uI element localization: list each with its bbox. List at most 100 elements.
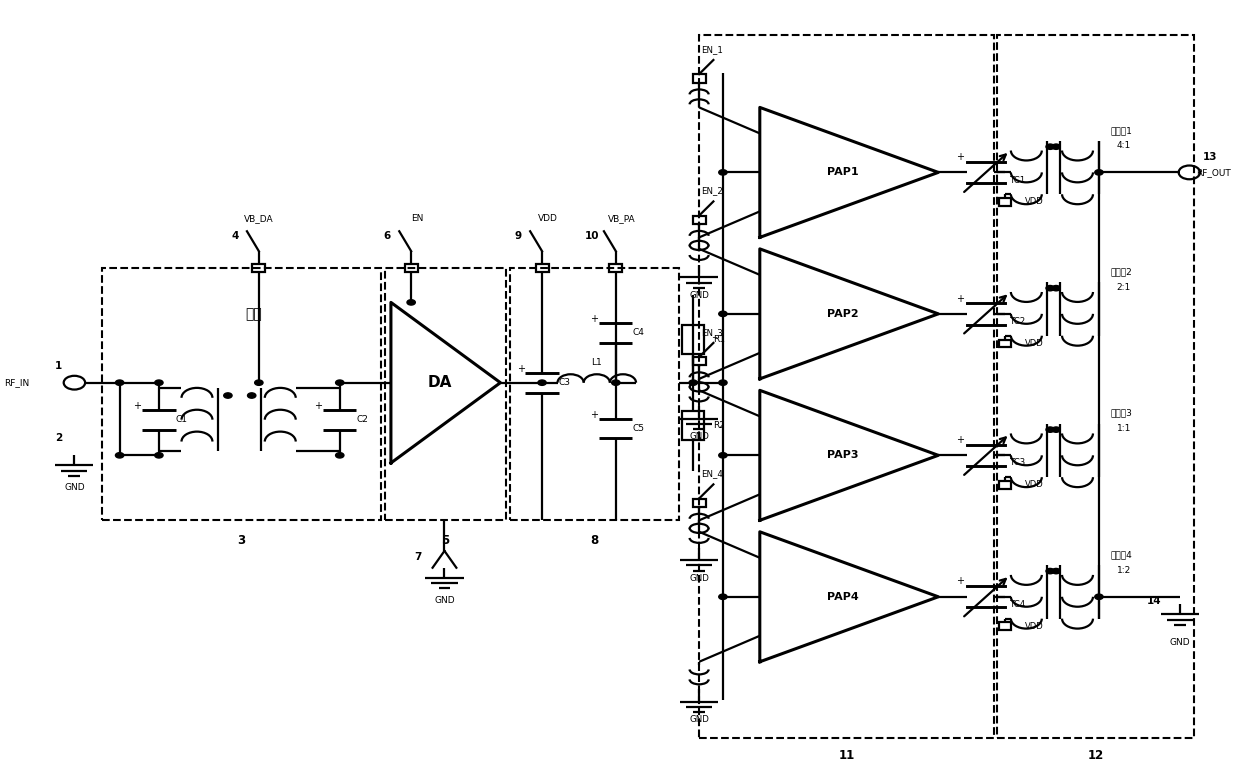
Bar [102,268,382,520]
Bar [682,411,704,440]
Circle shape [1047,568,1054,574]
Text: GND: GND [1169,638,1190,647]
Bar [536,264,548,272]
Text: 2:1: 2:1 [1117,283,1131,291]
Text: VDD: VDD [1025,480,1044,489]
Circle shape [538,380,546,386]
Text: 13: 13 [1203,152,1216,162]
Text: 7: 7 [414,552,422,562]
Text: +: + [314,401,322,411]
Circle shape [223,393,232,398]
Text: VDD: VDD [538,214,558,223]
Text: EN_2: EN_2 [702,186,723,196]
Circle shape [336,453,343,458]
Text: +: + [590,314,599,324]
Text: +: + [956,435,963,445]
Text: VDD: VDD [1025,621,1044,631]
Text: 6: 6 [383,231,391,241]
Circle shape [719,453,727,458]
Text: +: + [517,364,525,374]
Text: 4:1: 4:1 [1117,141,1131,150]
Bar [384,268,506,520]
Bar [999,481,1011,489]
Text: +: + [134,401,141,411]
Text: 10: 10 [585,231,599,241]
Bar [693,357,706,366]
Circle shape [1095,170,1104,175]
Circle shape [1052,427,1060,432]
Circle shape [254,380,263,386]
Text: 14: 14 [1146,596,1161,605]
Text: +: + [956,152,963,162]
Bar [404,264,418,272]
Text: TC3: TC3 [1009,458,1025,468]
Text: 变压剶3: 变压剶3 [1111,409,1132,417]
Text: 3: 3 [238,534,246,547]
Text: 5: 5 [441,534,450,547]
Text: 变压剶1: 变压剶1 [1111,126,1132,135]
Text: L1: L1 [591,359,603,367]
Text: TC4: TC4 [1009,600,1025,609]
Text: 巴伦: 巴伦 [246,307,262,321]
Circle shape [719,594,727,599]
Bar [693,499,706,507]
Bar [999,622,1011,630]
Text: TC2: TC2 [1009,317,1025,326]
Circle shape [115,380,124,386]
Circle shape [407,300,415,305]
Circle shape [1047,144,1054,149]
Bar [999,339,1011,347]
Bar [693,216,706,224]
Bar [510,268,678,520]
Text: PAP1: PAP1 [827,168,859,177]
Text: 变压剶4: 变压剶4 [1111,550,1132,559]
Text: GND: GND [689,574,709,583]
Circle shape [115,453,124,458]
Text: VDD: VDD [1025,339,1044,348]
Text: GND: GND [689,432,709,441]
Circle shape [336,380,343,386]
Bar [999,198,1011,206]
Bar [252,264,265,272]
Bar [699,35,994,738]
Text: EN_3: EN_3 [702,328,723,337]
Text: GND: GND [689,291,709,300]
Text: C4: C4 [632,329,645,338]
Text: 11: 11 [838,748,854,761]
Text: EN: EN [410,214,423,223]
Circle shape [155,380,162,386]
Text: GND: GND [689,715,709,724]
Text: 变压剶2: 变压剶2 [1111,267,1132,276]
Text: C5: C5 [632,424,645,433]
Text: 1:1: 1:1 [1117,424,1131,433]
Text: +: + [956,577,963,587]
Circle shape [1052,285,1060,291]
Bar [682,325,704,354]
Circle shape [1052,144,1060,149]
Text: PAP3: PAP3 [827,451,859,460]
Text: +: + [590,410,599,420]
Text: 9: 9 [515,231,522,241]
Text: R1: R1 [713,335,725,344]
Text: DA: DA [428,375,451,390]
Text: 4: 4 [232,231,239,241]
Circle shape [1052,568,1060,574]
Text: EN_1: EN_1 [702,45,723,54]
Text: VDD: VDD [1025,197,1044,206]
Text: C3: C3 [559,378,570,387]
Circle shape [1095,594,1104,599]
Bar [693,74,706,83]
Text: GND: GND [434,596,455,605]
Text: 2: 2 [56,434,62,444]
Text: PAP2: PAP2 [827,309,859,318]
Text: 1: 1 [56,361,62,371]
Text: RF_OUT: RF_OUT [1197,168,1231,177]
Circle shape [611,380,620,386]
Circle shape [689,380,697,386]
Text: TC1: TC1 [1009,175,1025,185]
Text: GND: GND [64,483,84,492]
Text: R2: R2 [713,421,725,430]
Text: VB_PA: VB_PA [608,214,636,223]
Text: 1:2: 1:2 [1117,566,1131,574]
Circle shape [155,453,162,458]
